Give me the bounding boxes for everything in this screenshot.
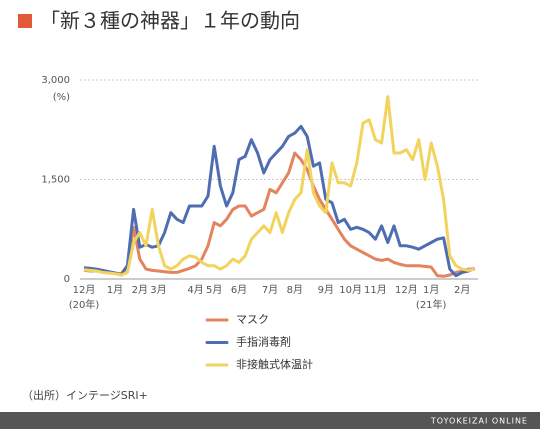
y-tick-label: 0	[64, 274, 70, 285]
x-tick-label: 12月	[395, 284, 418, 296]
title-marker	[18, 14, 32, 28]
footer: TOYOKEIZAI ONLINE	[430, 417, 528, 426]
y-unit: (%)	[53, 92, 70, 103]
source: （出所）インテージSRI+	[22, 388, 148, 402]
legend-label: 手指消毒剤	[236, 335, 291, 349]
x-tick-label: 10月	[339, 284, 362, 296]
x-tick-label: 3月	[150, 284, 166, 296]
y-tick-label: 1,500	[41, 175, 70, 186]
x-tick-label: 1月	[107, 284, 123, 296]
series-line	[83, 151, 475, 278]
annotation: (20年)	[69, 298, 100, 311]
legend-label: 非接触式体温計	[236, 357, 313, 371]
footer-bar	[0, 412, 540, 429]
x-tick-label: 7月	[262, 284, 278, 296]
series-line	[83, 95, 475, 277]
x-tick-label: 9月	[318, 284, 334, 296]
x-tick-label: 8月	[287, 284, 303, 296]
x-tick-label: 5月	[206, 284, 222, 296]
legend-label: マスク	[236, 313, 269, 326]
x-tick-label: 4月	[187, 284, 203, 296]
chart-title: 「新３種の神器」１年の動向	[40, 9, 300, 33]
series-line	[83, 124, 476, 278]
x-tick-label: 12月	[73, 284, 96, 296]
annotation: (21年)	[416, 298, 447, 311]
x-tick-label: 2月	[132, 284, 148, 296]
x-tick-label: 1月	[423, 284, 439, 296]
x-tick-label: 2月	[454, 284, 470, 296]
x-tick-label: 11月	[364, 284, 387, 296]
y-tick-label: 3,000	[41, 75, 70, 86]
x-tick-label: 6月	[231, 284, 247, 296]
